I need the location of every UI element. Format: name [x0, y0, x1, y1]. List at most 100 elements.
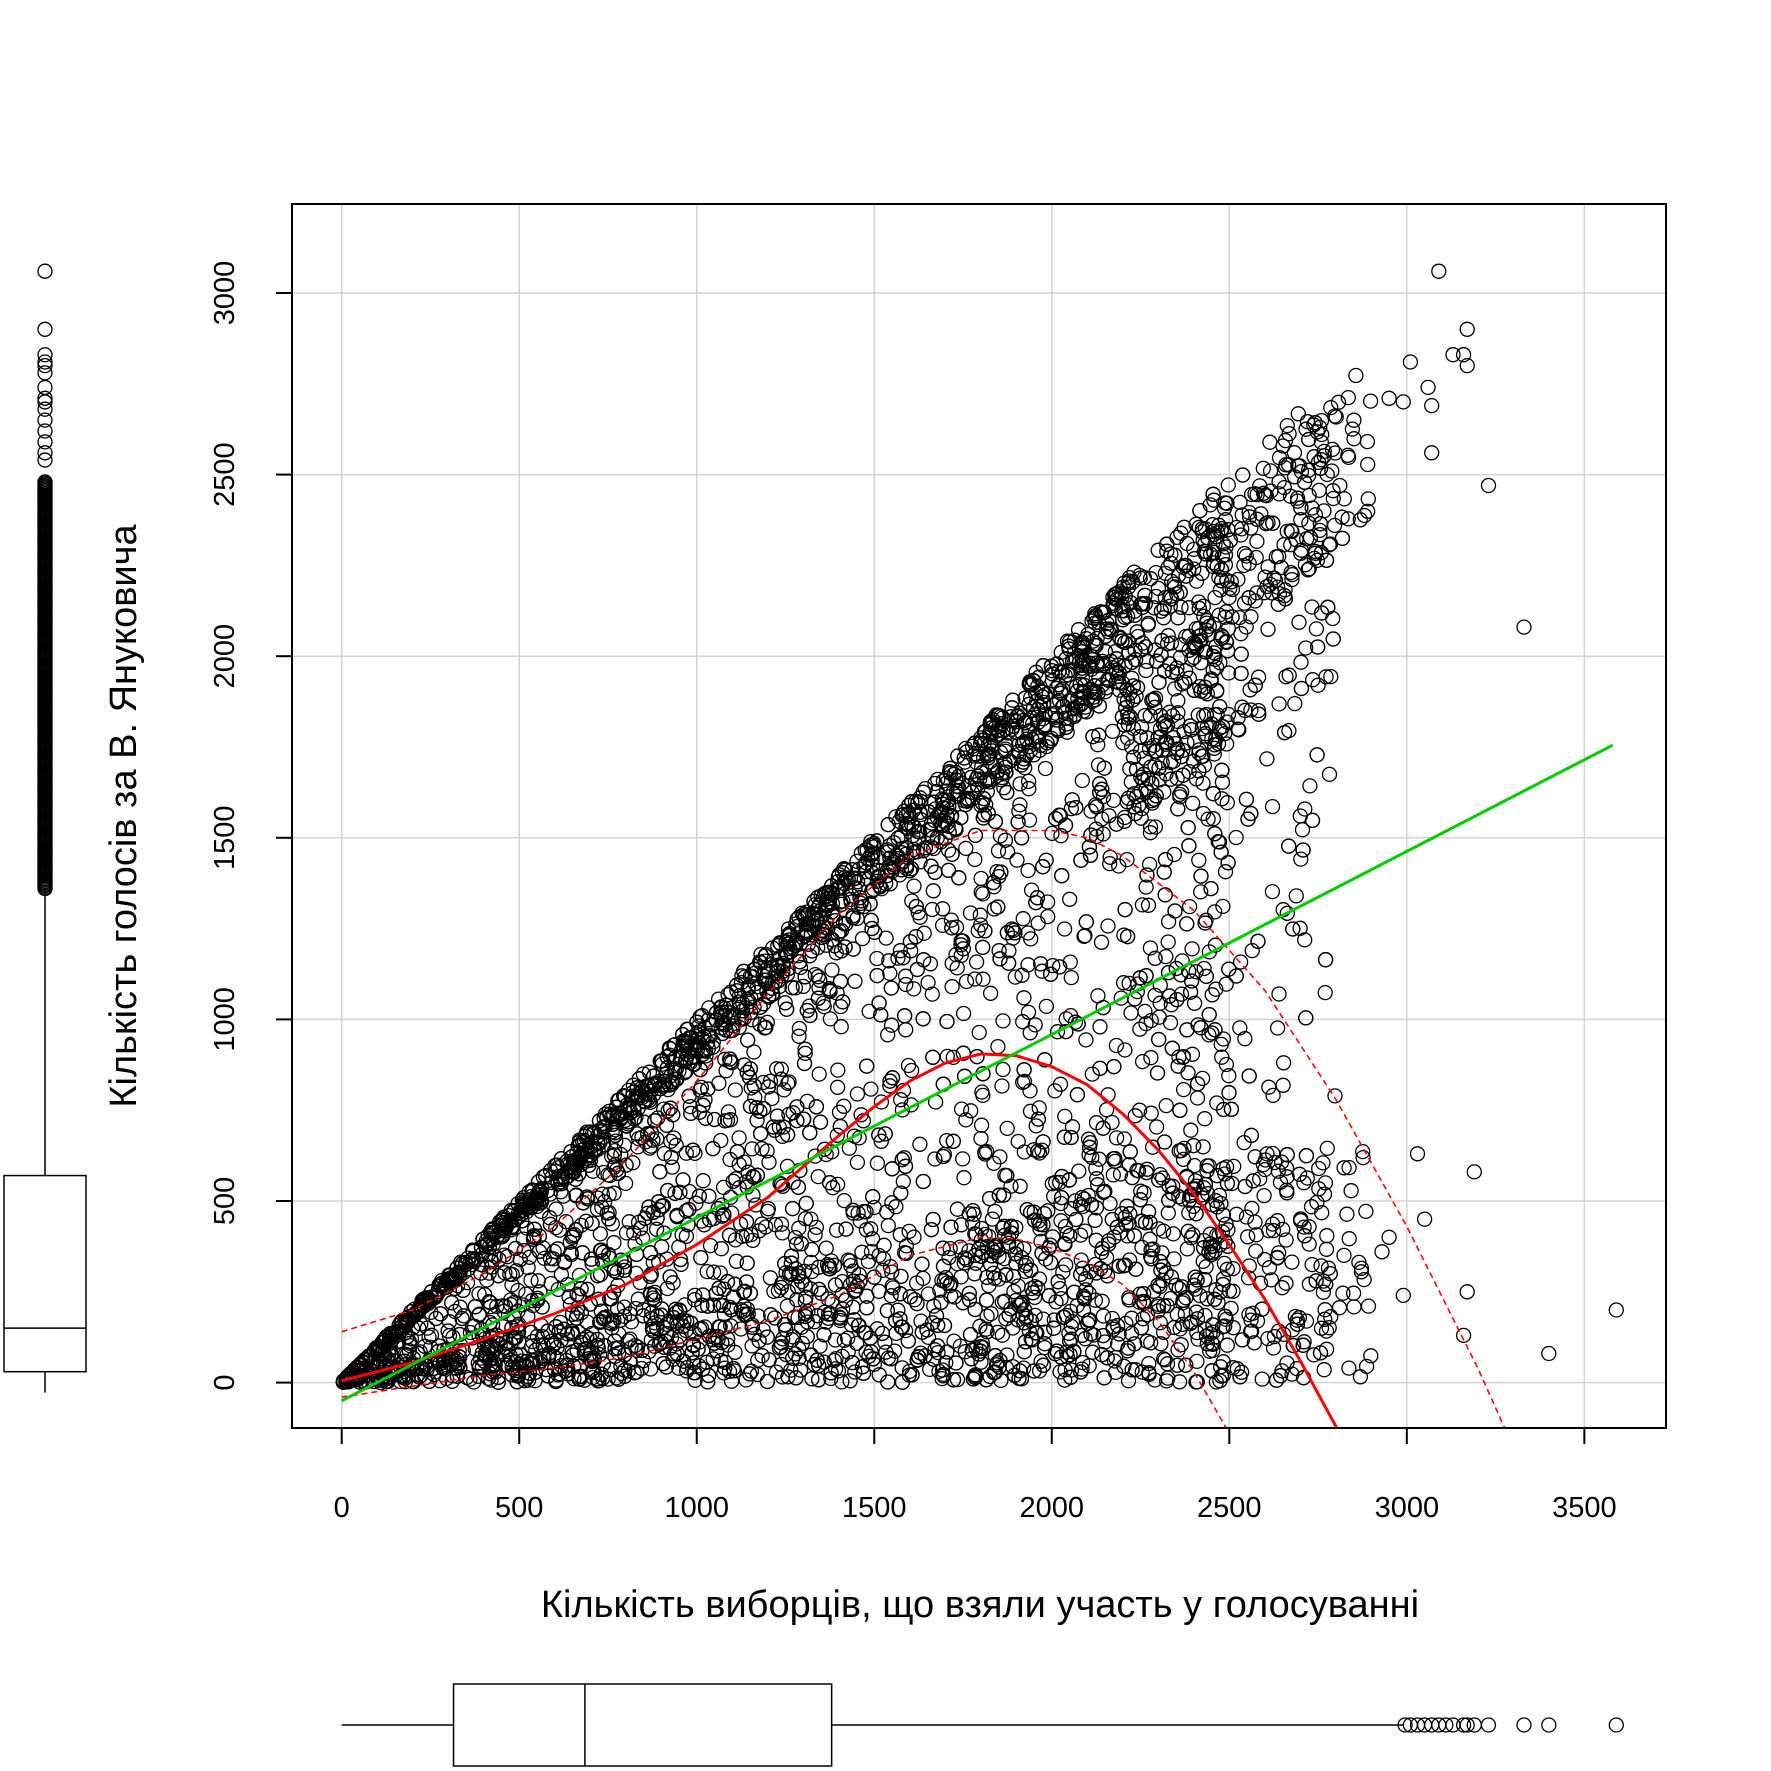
scatter-point [1193, 1020, 1209, 1036]
scatter-point [1241, 1068, 1257, 1084]
scatter-point [1069, 1087, 1086, 1103]
scatter-point [939, 1013, 955, 1030]
scatter-point [1256, 1187, 1272, 1204]
scatter-point [1117, 901, 1133, 918]
scatter-point [1205, 811, 1221, 827]
scatter-point [1080, 1187, 1096, 1204]
scatter-point [808, 1219, 825, 1236]
scatter-point [1015, 1014, 1031, 1030]
scatter-point [718, 1063, 734, 1079]
scatter-point [768, 1061, 785, 1077]
scatter-point [456, 1308, 472, 1324]
scatter-point [1102, 855, 1118, 872]
scatter-point [1219, 1337, 1235, 1353]
scatter-point [771, 1119, 787, 1135]
scatter-point [1020, 862, 1036, 879]
scatter-point [789, 1292, 805, 1308]
scatter-point [900, 1333, 916, 1349]
scatter-point [604, 1216, 620, 1232]
scatter-point [1084, 1066, 1100, 1082]
scatter-point [702, 1237, 719, 1254]
scatter-point [773, 1216, 790, 1232]
scatter-point [582, 1331, 598, 1347]
scatter-point [1244, 942, 1260, 959]
scatter-point [1293, 680, 1310, 697]
scatter-point [1143, 1050, 1159, 1066]
scatter-point [1184, 795, 1201, 811]
scatter-point [1315, 1284, 1332, 1300]
scatter-point [1040, 908, 1056, 925]
scatter-point [731, 1130, 747, 1146]
scatter-point [1180, 1065, 1196, 1081]
scatter-point [1317, 984, 1333, 1001]
scatter-point [1203, 880, 1219, 897]
scatter-point [1179, 916, 1195, 932]
scatter-point [661, 1077, 678, 1093]
scatter-point [1001, 943, 1017, 959]
scatter-point [1156, 864, 1172, 880]
scatter-point [1202, 1343, 1218, 1359]
scatter-point [890, 830, 906, 846]
scatter-point [904, 1367, 920, 1383]
scatter-point [967, 827, 984, 844]
scatter-point [744, 1141, 760, 1157]
scatter-point [1116, 691, 1132, 707]
scatter-point [1219, 714, 1235, 730]
scatter-point [1102, 849, 1118, 865]
scatter-point [618, 1225, 635, 1241]
scatter-point [1077, 1223, 1093, 1239]
scatter-point [1162, 1015, 1179, 1031]
scatter-point [669, 1207, 685, 1224]
scatter-point [923, 839, 939, 855]
scatter-point [787, 1346, 803, 1362]
scatter-point [1022, 1083, 1038, 1099]
scatter-point [444, 1295, 460, 1311]
scatter-point [1151, 1031, 1167, 1048]
scatter-point [548, 1201, 564, 1217]
scatter-point [1142, 825, 1159, 841]
scatter-point [930, 771, 946, 788]
scatter-point [711, 1075, 727, 1091]
scatter-point [955, 1151, 971, 1167]
scatter-point [932, 1282, 948, 1298]
scatter-point [1181, 1205, 1197, 1221]
scatter-point [987, 1203, 1003, 1220]
scatter-point [724, 1055, 740, 1071]
scatter-point [1276, 1326, 1292, 1343]
scatter-point [821, 1175, 838, 1191]
scatter-point [953, 809, 969, 826]
scatter-point [733, 1321, 749, 1337]
scatter-point [1195, 805, 1212, 822]
scatter-point [1301, 1276, 1318, 1292]
scatter-point [995, 1061, 1011, 1078]
scatter-point [1156, 1351, 1172, 1367]
scatter-point [1116, 1131, 1132, 1147]
scatter-point [1098, 1102, 1115, 1118]
scatter-point [1301, 561, 1317, 577]
scatter-point [1288, 888, 1304, 904]
scatter-point [990, 1242, 1006, 1258]
scatter-points [335, 263, 1624, 1391]
scatter-point [1308, 621, 1325, 637]
scatter-point [666, 1130, 682, 1146]
scatter-point [642, 1245, 658, 1261]
scatter-point [1142, 708, 1158, 724]
scatter-point [869, 950, 885, 967]
scatter-point [678, 1145, 694, 1161]
scatter-point [1219, 795, 1235, 811]
scatter-point [924, 986, 940, 1002]
scatter-point [717, 1360, 733, 1376]
scatter-point [1150, 580, 1167, 597]
scatter-point [1155, 1324, 1172, 1340]
scatter-point [648, 1221, 665, 1237]
scatter-point [1104, 1114, 1120, 1131]
scatter-point [1319, 1228, 1335, 1244]
scatter-point [935, 901, 951, 917]
scatter-point [1021, 1323, 1037, 1339]
scatter-point [892, 1227, 908, 1243]
scatter-point [1056, 921, 1073, 937]
scatter-point [1063, 969, 1079, 986]
scatter-point [1189, 1090, 1206, 1106]
scatter-point [1073, 1252, 1089, 1268]
